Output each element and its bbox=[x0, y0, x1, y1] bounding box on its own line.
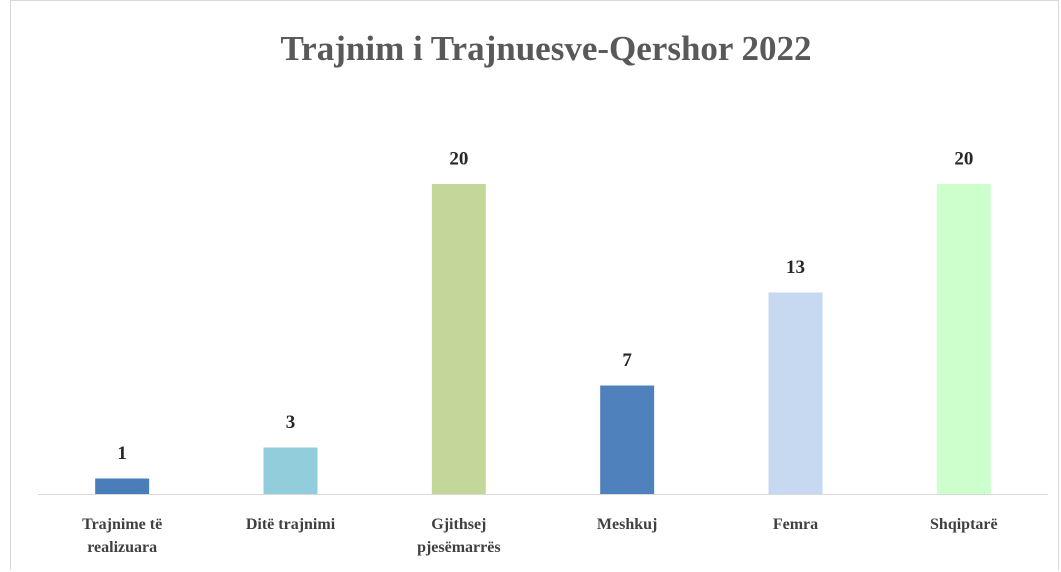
bar bbox=[936, 184, 991, 494]
data-label: 20 bbox=[449, 148, 468, 169]
chart-title: Trajnim i Trajnuesve-Qershor 2022 bbox=[280, 29, 811, 68]
data-label: 13 bbox=[786, 257, 805, 278]
x-tick-label: Femra bbox=[772, 516, 819, 533]
data-label: 20 bbox=[954, 148, 973, 169]
bar bbox=[600, 385, 655, 494]
x-tick-label: Gjithsej pjesëmarrës bbox=[417, 516, 501, 556]
chart-border bbox=[10, 0, 1059, 570]
bar bbox=[768, 292, 823, 494]
bar bbox=[431, 184, 486, 494]
bar bbox=[95, 478, 150, 494]
x-tick-label: Trajnime të realizuara bbox=[82, 516, 163, 556]
data-label: 7 bbox=[622, 350, 632, 371]
bar bbox=[263, 447, 318, 494]
data-label: 1 bbox=[117, 443, 127, 464]
x-tick-label: Ditë trajnimi bbox=[245, 516, 336, 533]
x-tick-label: Meshkuj bbox=[596, 516, 658, 533]
data-label: 3 bbox=[286, 412, 296, 433]
x-tick-label: Shqiptarë bbox=[930, 516, 998, 533]
